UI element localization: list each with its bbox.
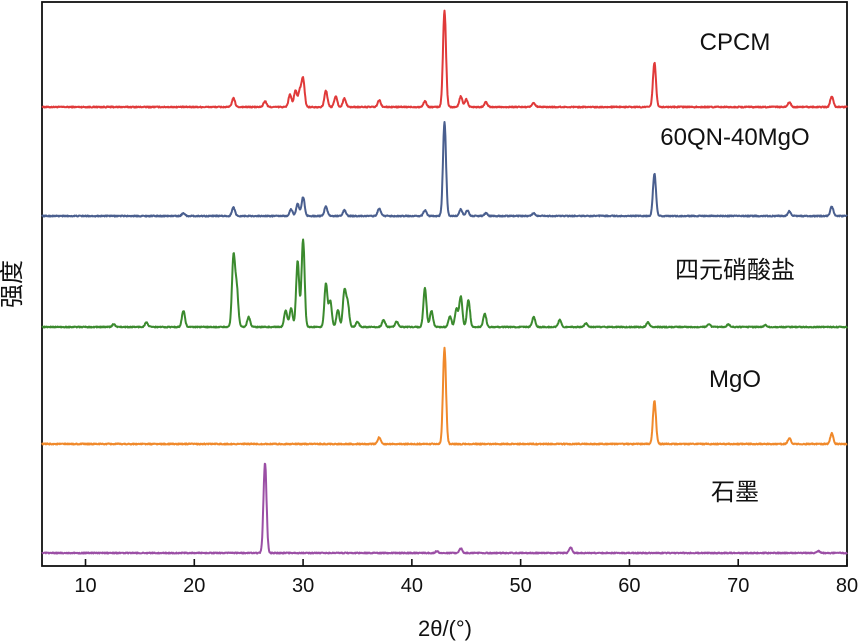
x-tick-label: 80 bbox=[836, 575, 858, 597]
x-axis-title: 2θ/(°) bbox=[418, 616, 472, 641]
series-label-2: 60QN-40MgO bbox=[660, 124, 809, 151]
series-labels-group: CPCM 60QN-40MgO 四元硝酸盐 MgO 石墨 bbox=[660, 29, 809, 506]
x-axis-ticks: 10 20 30 40 50 60 70 80 bbox=[74, 559, 858, 597]
y-axis-title: 强度 bbox=[0, 260, 26, 308]
series-line-1 bbox=[41, 9, 848, 109]
series-label-5: 石墨 bbox=[711, 478, 759, 506]
x-tick-label: 20 bbox=[183, 575, 205, 597]
plot-frame bbox=[41, 1, 848, 567]
series-line-3 bbox=[41, 238, 848, 329]
x-tick-label: 10 bbox=[74, 575, 96, 597]
series-line-4 bbox=[41, 346, 848, 446]
x-tick-label: 70 bbox=[727, 575, 749, 597]
series-label-3: 四元硝酸盐 bbox=[675, 256, 795, 284]
x-tick-label: 60 bbox=[618, 575, 640, 597]
x-tick-label: 30 bbox=[292, 575, 314, 597]
x-tick-label: 50 bbox=[510, 575, 532, 597]
series-line-5 bbox=[41, 462, 848, 555]
series-label-1: CPCM bbox=[700, 29, 771, 56]
series-label-4: MgO bbox=[709, 366, 761, 393]
series-line-2 bbox=[41, 121, 848, 218]
x-tick-label: 40 bbox=[401, 575, 423, 597]
traces-group bbox=[41, 9, 848, 555]
